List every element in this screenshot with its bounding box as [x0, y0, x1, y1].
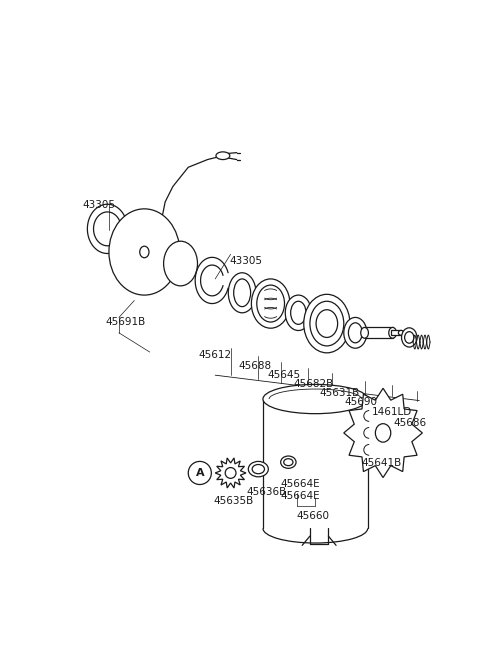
Bar	[365, 327, 393, 338]
Ellipse shape	[252, 279, 290, 328]
Ellipse shape	[248, 461, 268, 477]
Ellipse shape	[285, 295, 312, 331]
Ellipse shape	[252, 464, 264, 474]
Text: 45612: 45612	[198, 350, 231, 359]
Text: 45688: 45688	[238, 361, 271, 371]
Text: 45691B: 45691B	[106, 318, 146, 327]
Circle shape	[188, 461, 211, 485]
Ellipse shape	[284, 459, 293, 466]
Polygon shape	[344, 388, 422, 478]
Text: 45631B: 45631B	[320, 388, 360, 398]
Ellipse shape	[216, 152, 230, 159]
Ellipse shape	[291, 301, 306, 324]
Ellipse shape	[344, 318, 367, 348]
Text: 43305: 43305	[83, 200, 116, 211]
Ellipse shape	[389, 327, 396, 338]
Polygon shape	[215, 458, 246, 488]
Ellipse shape	[402, 328, 417, 347]
Ellipse shape	[316, 310, 337, 337]
Bar	[391, 331, 401, 335]
Text: 45664E: 45664E	[281, 479, 320, 489]
Ellipse shape	[109, 209, 180, 295]
Ellipse shape	[348, 323, 362, 343]
Ellipse shape	[375, 424, 391, 442]
Ellipse shape	[398, 331, 404, 335]
Text: 1461LD: 1461LD	[372, 407, 412, 417]
Ellipse shape	[164, 241, 197, 286]
Ellipse shape	[234, 279, 251, 306]
Text: 43305: 43305	[229, 256, 262, 266]
Text: 45641B: 45641B	[361, 458, 402, 468]
Ellipse shape	[140, 246, 149, 258]
Ellipse shape	[225, 468, 236, 478]
Ellipse shape	[263, 384, 368, 414]
Text: 45690: 45690	[345, 397, 378, 407]
Text: 45664E: 45664E	[281, 491, 320, 501]
Ellipse shape	[310, 301, 344, 346]
Ellipse shape	[361, 327, 369, 338]
Ellipse shape	[405, 332, 414, 343]
Text: 45645: 45645	[267, 370, 300, 380]
Text: A: A	[195, 468, 204, 478]
Text: 45682B: 45682B	[294, 379, 334, 389]
Ellipse shape	[228, 273, 256, 313]
Ellipse shape	[257, 285, 285, 322]
Ellipse shape	[281, 456, 296, 468]
Text: 45635B: 45635B	[214, 496, 254, 506]
Text: 45660: 45660	[297, 512, 330, 522]
Text: 45686: 45686	[394, 417, 427, 428]
Ellipse shape	[304, 295, 350, 353]
Text: 45636B: 45636B	[246, 487, 286, 497]
